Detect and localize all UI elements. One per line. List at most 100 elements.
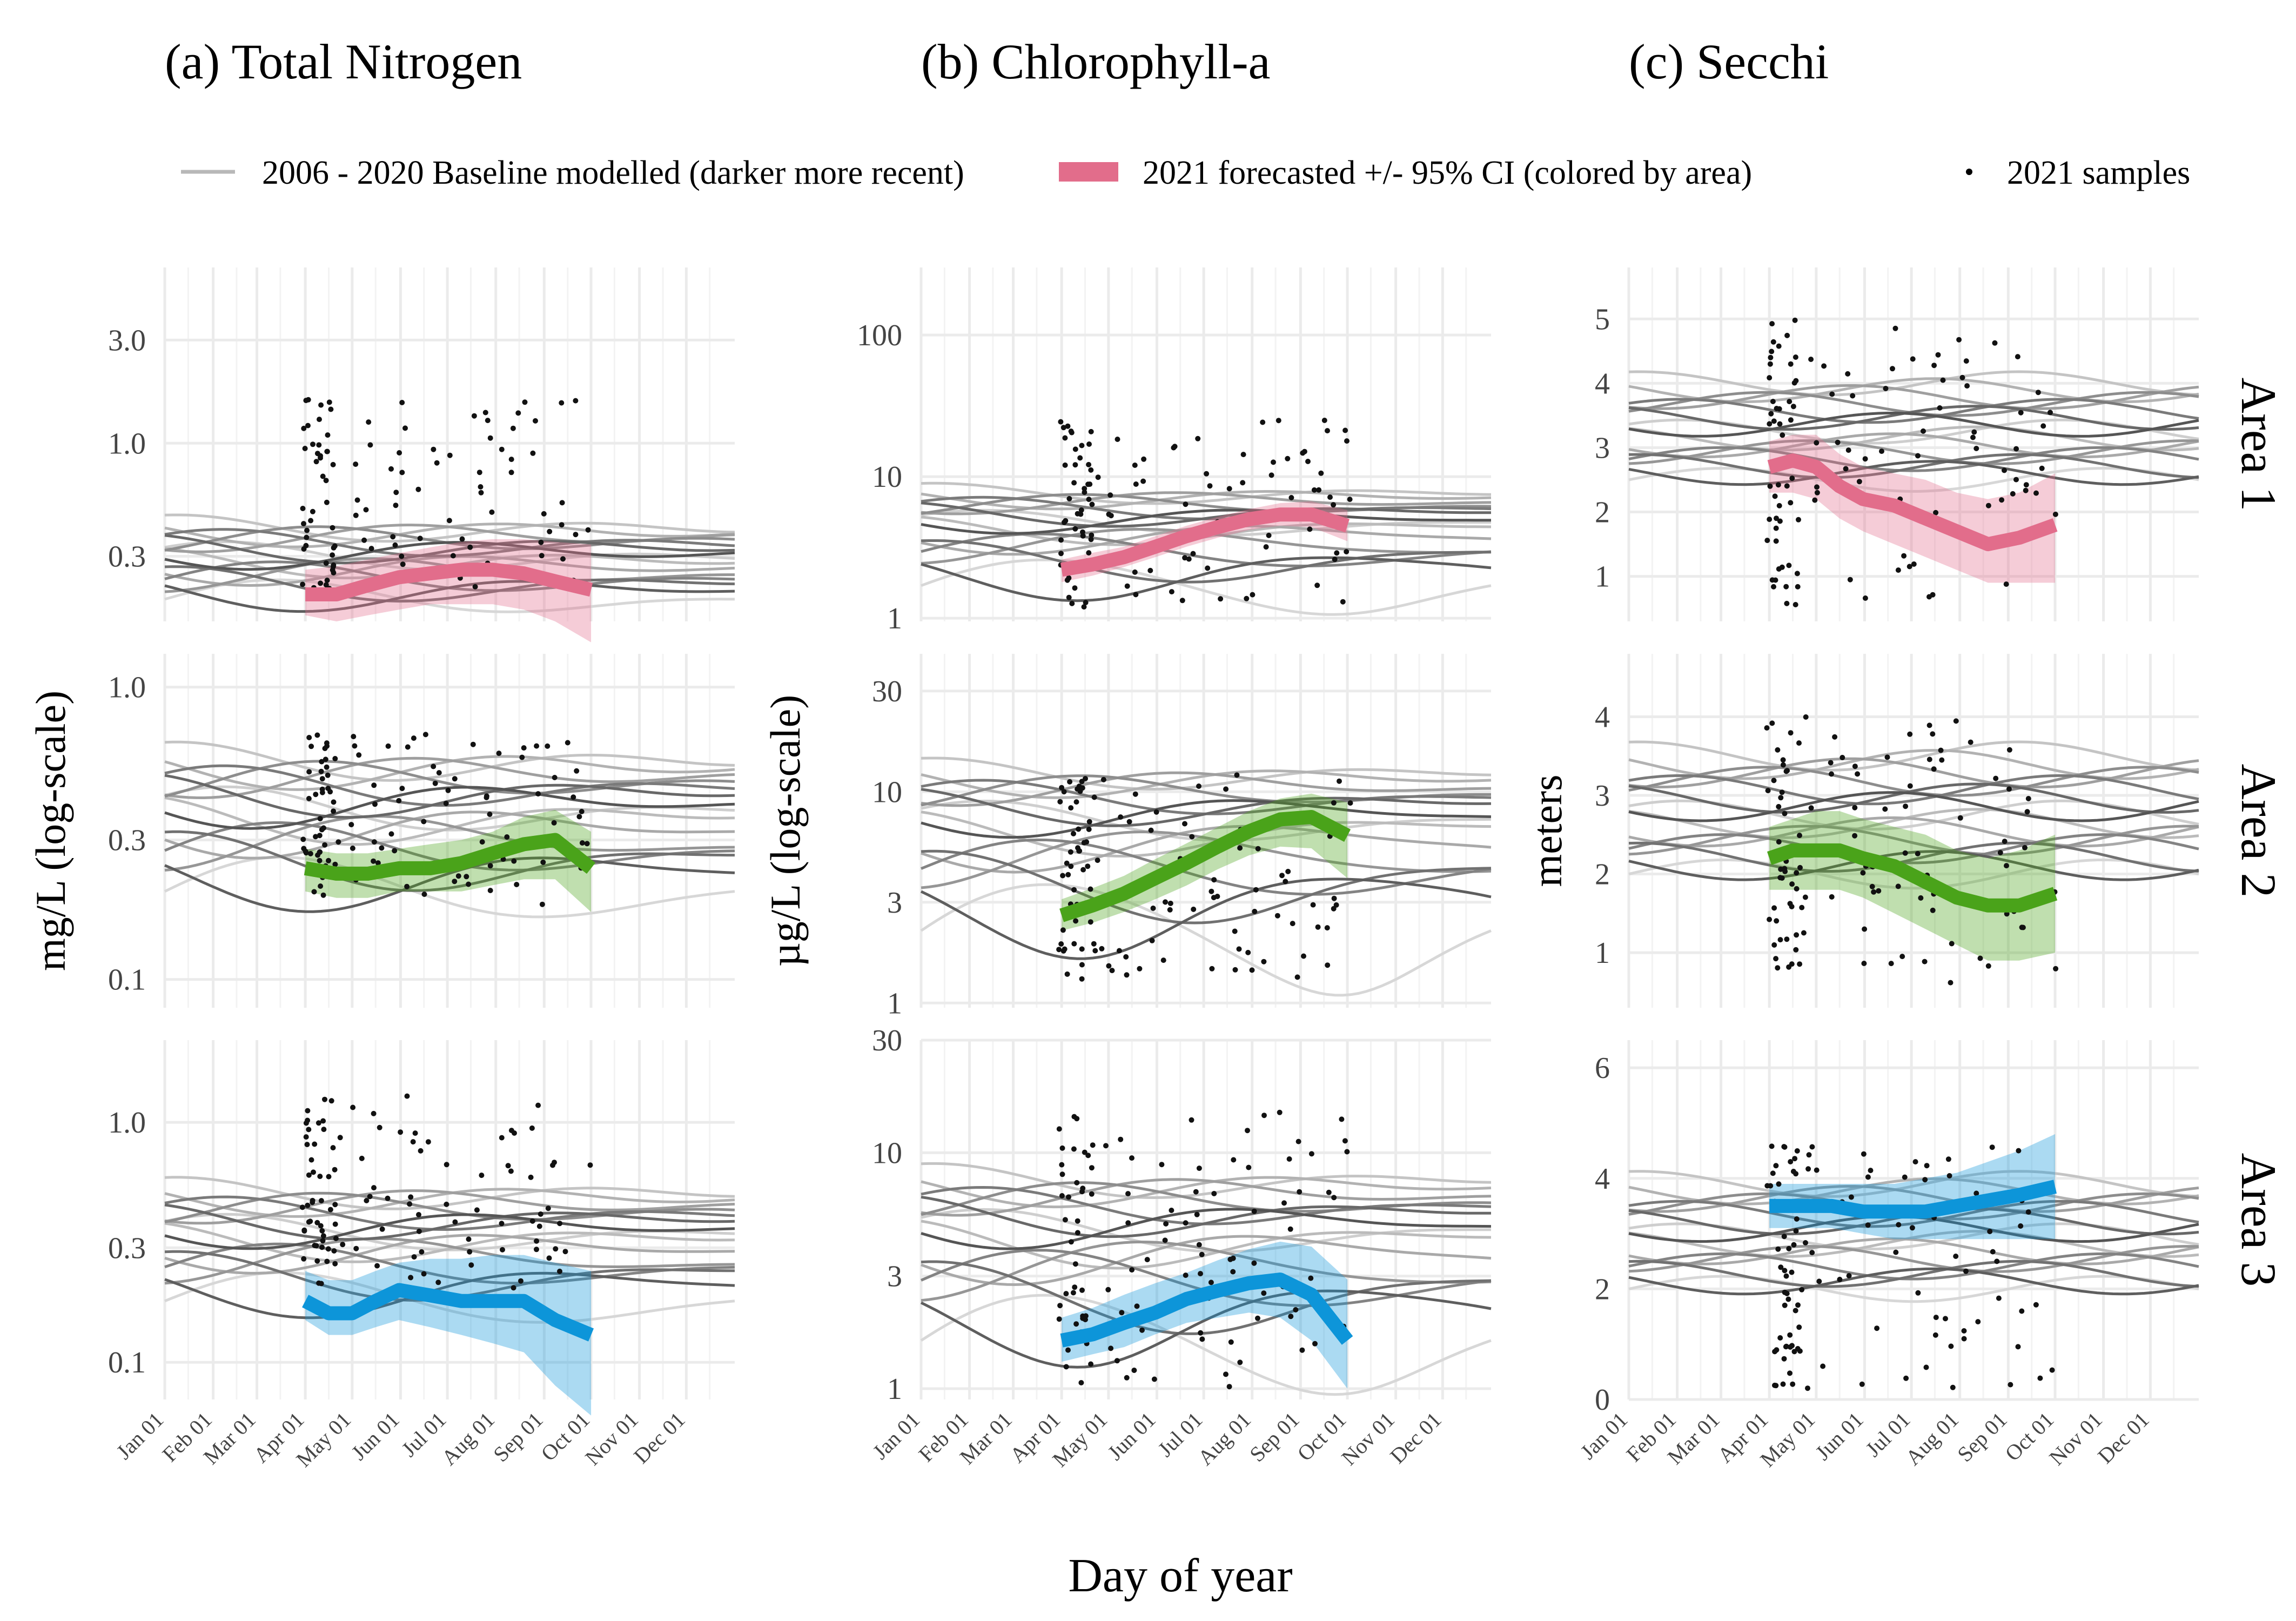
sample-point [326, 858, 331, 863]
sample-point [330, 1145, 336, 1151]
sample-point [1909, 1225, 1915, 1231]
baseline-line [921, 1195, 1492, 1238]
sample-point [2015, 354, 2020, 360]
sample-point [1342, 1138, 1348, 1144]
sample-point [332, 1202, 338, 1208]
sample-point [1124, 972, 1130, 978]
baseline-line [921, 838, 1492, 896]
sample-point [1186, 556, 1192, 562]
sample-point [1895, 567, 1901, 573]
sample-point [399, 400, 405, 405]
sample-point [1786, 562, 1792, 568]
sample-point [308, 743, 314, 749]
sample-point [1772, 493, 1778, 499]
sample-point [304, 534, 310, 540]
baseline-line [921, 1176, 1492, 1209]
sample-point [435, 1280, 441, 1285]
sample-point [515, 410, 521, 416]
sample-point [2015, 1344, 2021, 1350]
sample-point [1066, 495, 1072, 501]
sample-point [1903, 803, 1909, 809]
sample-point [331, 562, 337, 568]
sample-point [1865, 1222, 1871, 1228]
baseline-line [921, 1162, 1492, 1200]
sample-point [1059, 1162, 1065, 1168]
sample-point [1063, 1291, 1069, 1297]
sample-point [1237, 845, 1243, 851]
sample-point [313, 834, 319, 840]
y-axis-title: mg/L (log-scale) [27, 691, 74, 971]
sample-point [353, 461, 359, 467]
sample-point [1808, 805, 1814, 811]
sample-point [1816, 1278, 1822, 1284]
sample-point [306, 735, 312, 740]
sample-point [1794, 1216, 1800, 1222]
sample-point [1086, 826, 1092, 832]
sample-point [1794, 932, 1800, 938]
baseline-line [164, 856, 735, 913]
y-tick-label: 0.1 [108, 963, 146, 997]
sample-point [371, 782, 377, 788]
sample-point [301, 521, 306, 527]
sample-point [1961, 1328, 1967, 1334]
sample-point [425, 1139, 431, 1145]
sample-point [2002, 839, 2008, 845]
baseline-line [1628, 1244, 2199, 1273]
sample-point [557, 1268, 562, 1274]
sample-point [1775, 482, 1781, 488]
sample-point [1059, 1193, 1065, 1198]
x-tick-label: Sep 01 [488, 1408, 548, 1467]
baseline-line [164, 541, 735, 571]
sample-point [367, 442, 373, 448]
sample-point [1790, 1381, 1796, 1387]
sample-point [459, 536, 465, 542]
sample-point [1191, 906, 1197, 912]
sample-point [1255, 846, 1261, 852]
baseline-line [164, 1234, 735, 1275]
sample-point [1771, 905, 1777, 911]
sample-point [1199, 1251, 1205, 1257]
sample-point [1861, 1151, 1867, 1157]
sample-point [372, 801, 378, 807]
sample-point [1107, 492, 1113, 498]
sample-point [416, 1212, 421, 1217]
sample-point [1057, 1303, 1063, 1309]
sample-point [305, 1202, 311, 1208]
sample-point [1771, 584, 1776, 590]
sample-point [312, 1243, 318, 1248]
sample-point [1337, 778, 1342, 784]
sample-point [1331, 1195, 1337, 1201]
x-tick-label: Dec 01 [2093, 1408, 2154, 1469]
sample-point [314, 451, 320, 457]
sample-point [332, 1261, 338, 1267]
sample-point [1080, 867, 1086, 873]
sample-point [325, 432, 331, 438]
sample-point [1787, 1332, 1793, 1338]
sample-point [1780, 432, 1785, 438]
sample-point [1789, 475, 1795, 481]
sample-point [368, 546, 374, 552]
sample-point [317, 833, 323, 839]
sample-point [443, 800, 449, 806]
sample-point [314, 1220, 320, 1225]
sample-point [1279, 873, 1285, 879]
sample-point [1775, 965, 1781, 971]
panel: 30 10 3 1 [872, 654, 1492, 1020]
sample-point [1081, 604, 1087, 610]
baseline-line [1628, 791, 2199, 822]
sample-point [1288, 1314, 1294, 1319]
sample-point [374, 1263, 380, 1269]
sample-point [470, 741, 476, 747]
sample-point [1793, 947, 1799, 953]
sample-point [314, 732, 320, 738]
sample-point [1806, 1152, 1812, 1158]
sample-point [1195, 436, 1201, 441]
sample-point [1776, 839, 1782, 845]
sample-point [499, 1221, 505, 1227]
sample-point [2006, 786, 2012, 792]
sample-point [1232, 967, 1238, 973]
sample-point [574, 768, 580, 774]
baseline-line [920, 883, 1492, 997]
sample-point [1209, 888, 1214, 894]
